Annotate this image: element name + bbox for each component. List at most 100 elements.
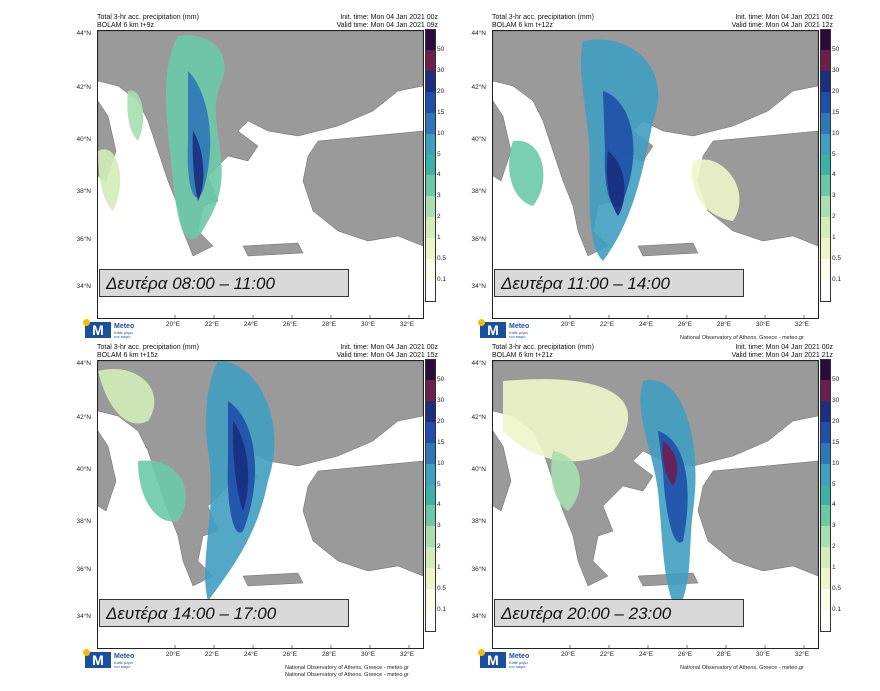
colorbar-label: 1 [832, 564, 836, 572]
time-range-label: Δευτέρα 14:00 – 17:00 [99, 599, 349, 627]
colorbar-swatch [425, 112, 436, 134]
colorbar-swatch [820, 217, 831, 239]
colorbar-label: 2 [832, 213, 836, 221]
lat-tick: 34°N [471, 613, 486, 620]
colorbar-label: 0.1 [832, 276, 842, 284]
lat-tick: 44°N [471, 360, 486, 367]
colorbar-swatch [820, 442, 831, 464]
lat-tick: 44°N [76, 360, 91, 367]
colorbar-swatch [425, 610, 436, 632]
colorbar-swatch [425, 70, 436, 92]
colorbar-swatch [425, 526, 436, 548]
colorbar-label: 5 [437, 150, 441, 158]
colorbar-label: 15 [832, 438, 840, 446]
lat-tick: 42°N [471, 414, 486, 421]
colorbar-swatch [425, 238, 436, 260]
lon-tick: 32°E [794, 321, 810, 328]
source-footer: National Observatory of Athens, Greece -… [680, 335, 804, 341]
source-footer: National Observatory of Athens, Greece -… [680, 665, 804, 671]
colorbar-swatch [425, 280, 436, 302]
colorbar-label: 50 [437, 375, 445, 383]
colorbar-label: 50 [832, 45, 840, 53]
colorbar-label: 10 [437, 459, 445, 467]
time-range-label: Δευτέρα 11:00 – 14:00 [494, 269, 744, 297]
colorbar-label: 30 [437, 396, 445, 404]
map-panel-2: Total 3-hr acc. precipitation (mm) BOLAM … [471, 12, 865, 341]
colorbar-swatch [820, 463, 831, 485]
panel-times: Init. time: Mon 04 Jan 2021 00z Valid tim… [731, 14, 833, 29]
lat-tick: 40°N [76, 466, 91, 473]
land-area [98, 430, 117, 512]
precipitation-shading [662, 441, 678, 486]
lon-tick: 22°E [204, 321, 220, 328]
lon-tick: 24°E [243, 321, 259, 328]
colorbar-swatch [425, 91, 436, 113]
colorbar-swatch [425, 484, 436, 506]
colorbar-label: 0.5 [832, 255, 842, 263]
colorbar-label: 4 [832, 171, 836, 179]
colorbar-label: 2 [832, 543, 836, 551]
land-area [302, 130, 423, 247]
colorbar-label: 3 [437, 522, 441, 530]
colorbar-label: 0.1 [437, 606, 447, 614]
lon-tick: 28°E [321, 321, 337, 328]
lat-tick: 34°N [76, 283, 91, 290]
colorbar-label: 1 [832, 234, 836, 242]
lon-tick: 28°E [716, 651, 732, 658]
lat-tick: 36°N [471, 236, 486, 243]
colorbar-swatch [820, 259, 831, 281]
lat-tick: 34°N [471, 283, 486, 290]
lon-tick: 26°E [282, 651, 298, 658]
colorbar-label: 30 [832, 66, 840, 74]
colorbar-label: 20 [437, 87, 445, 95]
colorbar-swatch [820, 526, 831, 548]
lat-tick: 40°N [471, 466, 486, 473]
colorbar-label: 5 [437, 480, 441, 488]
lon-tick: 20°E [560, 321, 576, 328]
colorbar-label: 1 [437, 564, 441, 572]
lon-tick: 20°E [165, 321, 181, 328]
colorbar-swatch [425, 463, 436, 485]
lat-tick: 38°N [471, 188, 486, 195]
colorbar-label: 4 [832, 501, 836, 509]
colorbar-label: 4 [437, 171, 441, 179]
precipitation-shading [692, 159, 740, 221]
colorbar-swatch [820, 154, 831, 176]
precipitation-shading [98, 369, 155, 424]
lat-tick: 38°N [76, 518, 91, 525]
colorbar-swatch [820, 547, 831, 569]
colorbar-swatch [425, 217, 436, 239]
lon-tick: 22°E [204, 651, 220, 658]
colorbar-swatch [820, 196, 831, 218]
precipitation-shading [192, 131, 204, 201]
colorbar-label: 50 [437, 45, 445, 53]
precipitation-map [492, 360, 819, 649]
colorbar-swatch [820, 133, 831, 155]
land-area [242, 572, 304, 587]
colorbar-label: 0.1 [437, 276, 447, 284]
panel-title: Total 3-hr acc. precipitation (mm) BOLAM … [97, 14, 199, 29]
lon-tick: 30°E [755, 321, 771, 328]
colorbar-swatch [820, 610, 831, 632]
lat-tick: 36°N [76, 236, 91, 243]
colorbar-swatch [425, 29, 436, 51]
meteo-logo: M Meteo Κάθε μέρα τον καιρό [478, 319, 540, 339]
colorbar-label: 15 [832, 108, 840, 116]
colorbar-swatch [820, 359, 831, 381]
map-panel-1: Total 3-hr acc. precipitation (mm) BOLAM … [76, 12, 470, 339]
colorbar-swatch [820, 49, 831, 71]
colorbar-label: 0.5 [832, 585, 842, 593]
colorbar-swatch [820, 505, 831, 527]
lon-tick: 22°E [599, 651, 615, 658]
lon-tick: 30°E [360, 321, 376, 328]
lon-tick: 30°E [360, 651, 376, 658]
lat-tick: 42°N [471, 84, 486, 91]
sun-icon [83, 319, 90, 326]
colorbar-swatch [820, 91, 831, 113]
colorbar-swatch [425, 359, 436, 381]
colorbar-swatch [425, 175, 436, 197]
lat-tick: 38°N [76, 188, 91, 195]
colorbar-label: 10 [437, 129, 445, 137]
lon-tick: 20°E [560, 651, 576, 658]
colorbar-label: 50 [832, 375, 840, 383]
